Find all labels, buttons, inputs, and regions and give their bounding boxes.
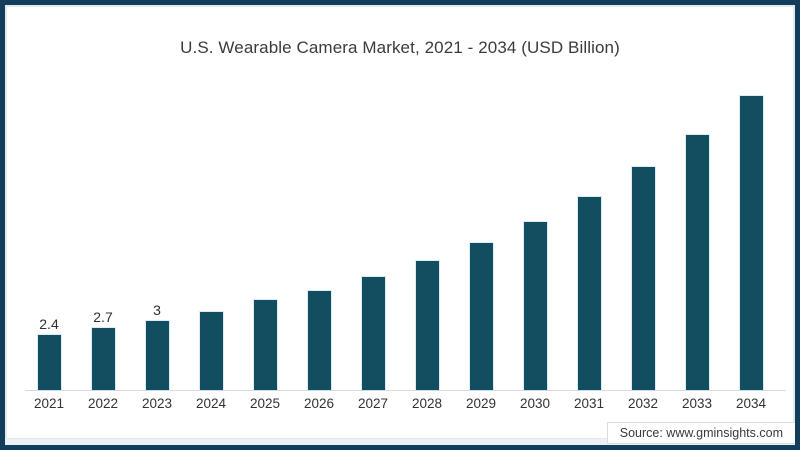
bar-2023 bbox=[145, 321, 169, 390]
x-axis-line bbox=[25, 390, 786, 391]
bar-2033 bbox=[685, 135, 709, 390]
bar-2025 bbox=[253, 300, 277, 390]
bars-row: 2.4 2.7 3 bbox=[22, 70, 778, 390]
x-tick-2033: 2033 bbox=[681, 396, 713, 411]
x-tick-2025: 2025 bbox=[249, 396, 281, 411]
bar-slot-2024 bbox=[184, 70, 238, 390]
bar-slot-2033 bbox=[670, 70, 724, 390]
bar-2030 bbox=[523, 222, 547, 390]
x-tick-2026: 2026 bbox=[303, 396, 335, 411]
x-tick-2032: 2032 bbox=[627, 396, 659, 411]
bar-2022 bbox=[91, 328, 115, 390]
bar-slot-2029 bbox=[454, 70, 508, 390]
footer-strip bbox=[5, 438, 795, 445]
bar-slot-2034 bbox=[724, 70, 778, 390]
bar-2021 bbox=[37, 335, 61, 390]
bar-2024 bbox=[199, 312, 223, 390]
x-tick-2022: 2022 bbox=[87, 396, 119, 411]
bar-slot-2025 bbox=[238, 70, 292, 390]
chart-title: U.S. Wearable Camera Market, 2021 - 2034… bbox=[180, 38, 620, 57]
bar-2029 bbox=[469, 243, 493, 390]
x-tick-2028: 2028 bbox=[411, 396, 443, 411]
bar-2026 bbox=[307, 291, 331, 390]
x-tick-2029: 2029 bbox=[465, 396, 497, 411]
x-tick-2031: 2031 bbox=[573, 396, 605, 411]
bar-slot-2028 bbox=[400, 70, 454, 390]
bar-2031 bbox=[577, 197, 601, 390]
bar-2027 bbox=[361, 277, 385, 390]
bar-2028 bbox=[415, 261, 439, 390]
bar-slot-2027 bbox=[346, 70, 400, 390]
x-tick-2030: 2030 bbox=[519, 396, 551, 411]
x-tick-2024: 2024 bbox=[195, 396, 227, 411]
bar-slot-2031 bbox=[562, 70, 616, 390]
bar-2032 bbox=[631, 167, 655, 390]
bar-slot-2030 bbox=[508, 70, 562, 390]
source-attribution: Source: www.gminsights.com bbox=[606, 422, 795, 444]
bar-slot-2022: 2.7 bbox=[76, 70, 130, 390]
bar-slot-2026 bbox=[292, 70, 346, 390]
x-tick-2034: 2034 bbox=[735, 396, 767, 411]
x-tick-2027: 2027 bbox=[357, 396, 389, 411]
bar-slot-2023: 3 bbox=[130, 70, 184, 390]
bar-value-label-2023: 3 bbox=[153, 302, 161, 318]
bar-2034 bbox=[739, 96, 763, 390]
bar-value-label-2021: 2.4 bbox=[39, 316, 59, 332]
bar-slot-2032 bbox=[616, 70, 670, 390]
x-tick-2023: 2023 bbox=[141, 396, 173, 411]
x-axis-labels: 2021 2022 2023 2024 2025 2026 2027 2028 2029 2030… bbox=[22, 396, 778, 411]
bar-slot-2021: 2.4 bbox=[22, 70, 76, 390]
x-tick-2021: 2021 bbox=[33, 396, 65, 411]
bar-value-label-2022: 2.7 bbox=[93, 309, 113, 325]
